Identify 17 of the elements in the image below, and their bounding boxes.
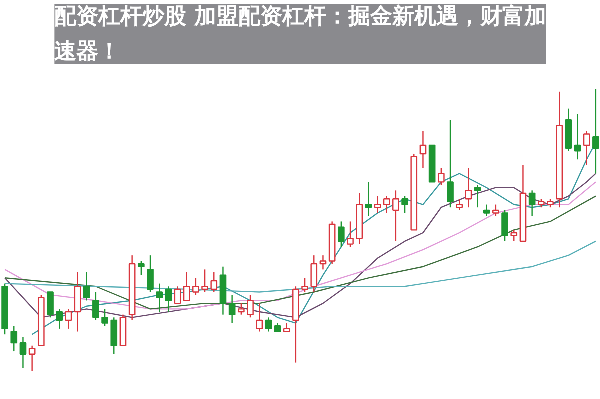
candlestick bbox=[265, 317, 272, 332]
candlestick bbox=[320, 254, 327, 270]
candlestick bbox=[574, 114, 582, 160]
chart-title: 配资杠杆炒股 加盟配资杠杆：掘金新机遇，财富加速器！ bbox=[54, 4, 546, 64]
candlestick bbox=[528, 190, 536, 217]
candlestick bbox=[592, 88, 600, 174]
candlestick bbox=[420, 130, 427, 169]
candlestick bbox=[165, 286, 172, 313]
candlestick bbox=[220, 266, 227, 316]
candlestick bbox=[365, 182, 372, 217]
candlestick bbox=[74, 272, 82, 332]
candlestick bbox=[65, 308, 72, 330]
candlestick bbox=[465, 167, 472, 208]
candlestick bbox=[20, 336, 27, 370]
candlestick bbox=[374, 196, 382, 214]
candlestick bbox=[128, 254, 136, 322]
candlestick bbox=[228, 294, 236, 324]
